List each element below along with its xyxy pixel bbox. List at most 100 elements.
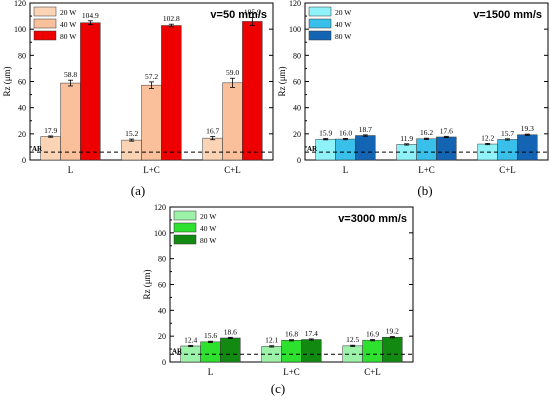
bar	[497, 139, 518, 161]
data-label: 19.2	[386, 327, 399, 336]
data-label: 17.9	[44, 126, 57, 135]
data-label: 15.7	[501, 129, 514, 138]
data-label: 11.9	[400, 134, 413, 143]
legend-label: 80 W	[200, 236, 217, 245]
y-tick-label: 100	[14, 25, 26, 34]
reference-line-label: AR	[32, 145, 43, 153]
y-axis-label: Rz (μm)	[277, 66, 287, 96]
x-tick-label: L+C	[143, 165, 160, 175]
chart-panel-2: 0 20 40 60 80 100 120 Rz (μm) L 15.9 16.0 18.7 L+C 11…	[277, 0, 549, 198]
legend-swatch	[308, 6, 332, 17]
data-label: 16.9	[366, 330, 379, 339]
bar	[335, 138, 356, 161]
panel-label: (c)	[271, 381, 285, 396]
y-tick-label: 20	[293, 130, 301, 139]
bar	[80, 22, 101, 161]
chart-title: v=1500 mm/s	[473, 9, 542, 21]
legend: 20 W 40 W 80 W	[33, 6, 77, 41]
data-label: 105.9	[244, 8, 261, 17]
data-label: 17.4	[305, 329, 318, 338]
legend-label: 20 W	[200, 212, 217, 221]
legend-swatch	[173, 222, 197, 233]
chart-title: v=3000 mm/s	[338, 213, 407, 225]
bar	[161, 25, 182, 161]
y-tick-label: 120	[154, 203, 166, 212]
data-label: 12.5	[346, 335, 359, 344]
x-tick-label: L	[343, 165, 349, 175]
legend: 20 W 40 W 80 W	[308, 6, 352, 41]
x-tick-label: L	[208, 367, 214, 377]
bar	[220, 337, 241, 363]
legend-swatch	[173, 234, 197, 245]
y-tick-label: 60	[293, 78, 301, 87]
chart-panel-1: 0 20 40 60 80 100 120 Rz (μm) L 17.9 58.8 104.9 L+C 1…	[2, 0, 274, 198]
data-label: 12.1	[265, 336, 278, 345]
chart-title: v=50 mm/s	[210, 9, 267, 21]
y-axis-label: Rz (μm)	[142, 269, 152, 299]
bar	[355, 135, 376, 161]
x-tick-label: C+L	[224, 165, 241, 175]
y-tick-label: 40	[18, 104, 26, 113]
y-tick-label: 40	[158, 306, 166, 315]
data-label: 12.2	[481, 133, 494, 142]
chart-panel-3: 0 20 40 60 80 100 120 Rz (μm) L 12.4 15.6 18.6 L+C 12…	[142, 203, 414, 396]
y-tick-label: 100	[289, 25, 301, 34]
legend-label: 80 W	[60, 32, 77, 41]
y-tick-label: 80	[158, 255, 166, 264]
y-tick-label: 40	[293, 104, 301, 113]
bar	[362, 339, 383, 363]
legend-label: 20 W	[60, 8, 77, 17]
bar	[436, 136, 457, 161]
bar	[517, 134, 538, 161]
y-tick-label: 20	[18, 130, 26, 139]
bar	[416, 138, 437, 161]
bar	[222, 82, 243, 161]
bar	[40, 136, 61, 161]
bar	[141, 84, 162, 161]
reference-line-label: AR	[307, 145, 318, 153]
data-label: 12.4	[184, 335, 197, 344]
y-tick-label: 60	[18, 78, 26, 87]
data-label: 58.8	[64, 70, 77, 79]
y-axis-label: Rz (μm)	[2, 66, 12, 96]
x-tick-label: C+L	[499, 165, 516, 175]
bar	[200, 341, 221, 363]
data-label: 102.8	[163, 14, 180, 23]
y-tick-label: 80	[18, 51, 26, 60]
data-label: 17.6	[440, 126, 453, 135]
y-tick-label: 0	[162, 358, 166, 367]
data-label: 16.8	[285, 330, 298, 339]
panel-label: (a)	[131, 183, 145, 198]
bar	[121, 139, 142, 161]
y-tick-label: 120	[289, 0, 301, 8]
legend-swatch	[33, 30, 57, 41]
data-label: 16.2	[420, 128, 433, 137]
bar	[202, 137, 223, 161]
bar	[315, 138, 336, 161]
y-tick-label: 0	[22, 156, 26, 165]
x-tick-label: L+C	[283, 367, 300, 377]
legend-label: 40 W	[200, 224, 217, 233]
legend-label: 80 W	[335, 32, 352, 41]
data-label: 57.2	[145, 72, 158, 81]
legend-swatch	[173, 210, 197, 221]
legend-swatch	[308, 30, 332, 41]
legend-swatch	[33, 6, 57, 17]
bar	[281, 340, 302, 363]
data-label: 18.7	[359, 125, 372, 134]
reference-line-label: AR	[172, 347, 183, 355]
bar	[242, 21, 263, 161]
bar	[180, 345, 201, 363]
y-tick-label: 100	[154, 229, 166, 238]
y-tick-label: 20	[158, 332, 166, 341]
data-label: 15.6	[204, 331, 217, 340]
legend-swatch	[33, 18, 57, 29]
legend: 20 W 40 W 80 W	[173, 210, 217, 245]
y-tick-label: 80	[293, 51, 301, 60]
legend-label: 40 W	[335, 20, 352, 29]
data-label: 16.7	[206, 127, 219, 136]
y-tick-label: 60	[158, 281, 166, 290]
x-tick-label: L+C	[418, 165, 435, 175]
data-label: 18.6	[224, 327, 237, 336]
